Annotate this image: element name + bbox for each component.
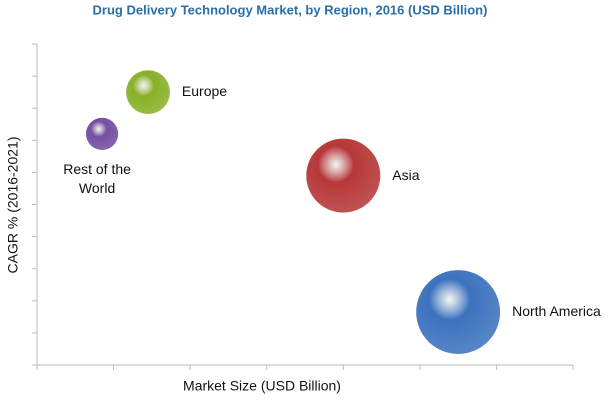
bubble [85, 117, 119, 151]
y-axis-label: CAGR % (2016-2021) [5, 137, 21, 274]
chart-title: Drug Delivery Technology Market, by Regi… [93, 2, 488, 17]
x-axis-label: Market Size (USD Billion) [183, 378, 341, 394]
point-label: Asia [392, 166, 420, 183]
point-label: Rest of the World [63, 161, 131, 196]
point-label: North America [512, 303, 601, 320]
bubble [306, 138, 381, 213]
bubble [126, 70, 170, 115]
bubble [416, 270, 501, 354]
point-label: Europe [181, 83, 228, 100]
